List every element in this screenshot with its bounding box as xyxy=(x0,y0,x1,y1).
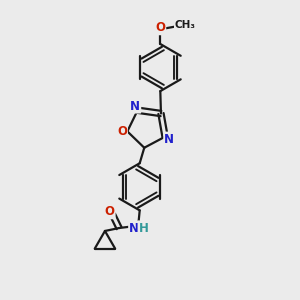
Text: O: O xyxy=(105,205,115,218)
Text: N: N xyxy=(130,100,140,112)
Text: O: O xyxy=(117,125,127,138)
Text: H: H xyxy=(139,221,148,235)
Text: CH₃: CH₃ xyxy=(175,20,196,30)
Text: O: O xyxy=(155,21,165,34)
Text: N: N xyxy=(129,221,139,235)
Text: N: N xyxy=(164,133,174,146)
